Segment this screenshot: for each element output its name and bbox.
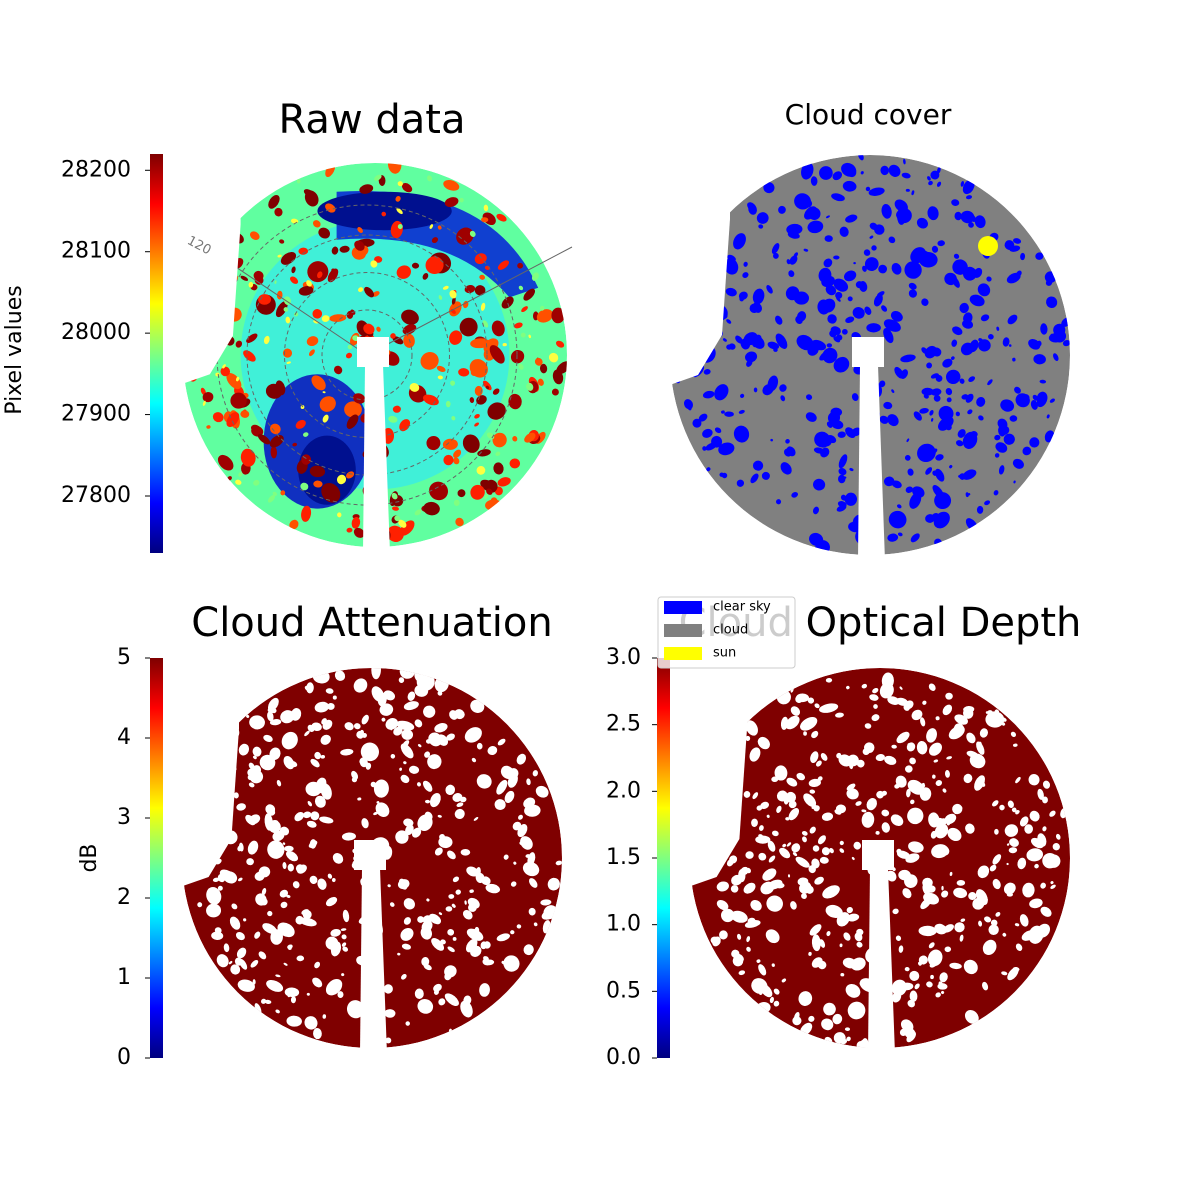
colorbar xyxy=(150,658,163,1058)
colorbar-tick-label: 2.5 xyxy=(606,712,641,737)
legend-swatch xyxy=(664,601,702,614)
colorbar-tick-label: 2.0 xyxy=(606,778,641,803)
image-mask xyxy=(177,157,390,553)
colorbar xyxy=(657,658,670,1058)
legend-label: cloud xyxy=(713,623,748,638)
colorbar-label: dB xyxy=(77,843,102,872)
panel-title: Cloud Attenuation xyxy=(191,600,552,646)
colorbar-tick-label: 0.0 xyxy=(606,1045,641,1070)
colorbar-tick-label: 5 xyxy=(117,645,131,670)
colorbar-tick-label: 27900 xyxy=(61,402,131,427)
image-mask xyxy=(684,662,895,1054)
colorbar-tick-label: 28100 xyxy=(61,239,131,264)
colorbar-tick-label: 4 xyxy=(117,725,131,750)
sun-marker xyxy=(978,236,998,256)
colorbar-tick-label: 1 xyxy=(117,965,131,990)
panel-title: Cloud cover xyxy=(785,98,952,131)
colorbar-tick-label: 28000 xyxy=(61,320,131,345)
colorbar-tick-label: 27800 xyxy=(61,483,131,508)
colorbar-tick-label: 3.0 xyxy=(606,645,641,670)
colorbar-tick-label: 3 xyxy=(117,805,131,830)
legend-label: clear sky xyxy=(713,600,771,615)
colorbar-tick-label: 28200 xyxy=(61,157,131,182)
colorbar-tick-label: 0.5 xyxy=(606,978,641,1003)
colorbar-label: Pixel values xyxy=(2,285,27,414)
colorbar xyxy=(150,154,163,553)
image-mask xyxy=(664,149,885,561)
sky-image xyxy=(183,163,567,547)
colorbar-tick-label: 1.0 xyxy=(606,912,641,937)
legend-label: sun xyxy=(713,646,736,661)
colorbar-tick-label: 1.5 xyxy=(606,845,641,870)
colorbar-tick-label: 0 xyxy=(117,1045,131,1070)
legend-swatch xyxy=(664,624,702,637)
legend-swatch xyxy=(664,647,702,660)
image-mask xyxy=(176,662,387,1054)
panel-title: Raw data xyxy=(279,97,466,143)
colorbar-tick-label: 2 xyxy=(117,885,131,910)
